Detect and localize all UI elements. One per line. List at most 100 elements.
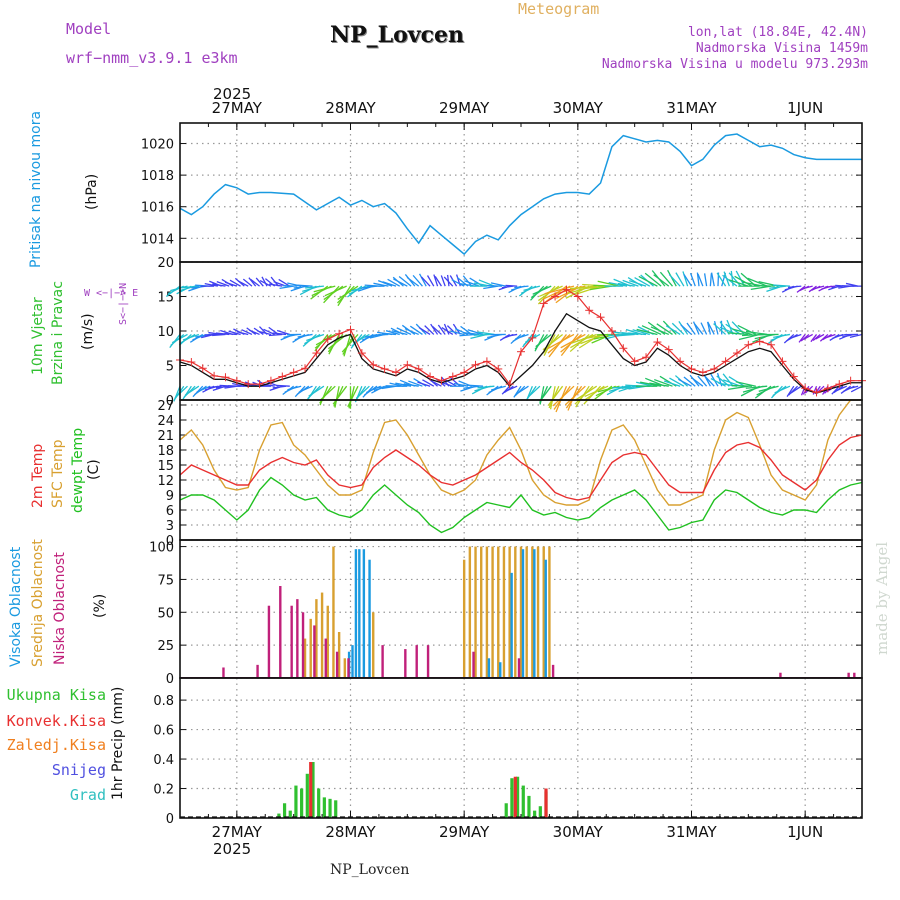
wind-barb [181,285,199,289]
y-tick-label: 12 [157,474,174,489]
wind-barb [680,324,692,335]
y-tick-label: 0 [166,394,174,409]
wind-barb [418,273,427,287]
wind-barb [754,284,775,287]
y-tick-label: 0.4 [153,753,174,768]
wind-barb [824,285,836,288]
wind-barb [639,381,662,387]
high-cloud-bar [487,658,491,678]
temp-dew-label: dewpt Temp [70,427,86,513]
wind-barb [434,276,442,287]
y-tick-label: 25 [157,639,174,654]
y-tick-label: 1014 [141,232,174,247]
wind-barb [237,280,249,287]
y-tick-label: 0.2 [153,783,174,798]
y-tick-label: 50 [157,606,174,621]
wind-barb [236,331,249,336]
high-cloud-bar [521,549,525,678]
wind-barb [682,271,689,287]
wind-compass-we: W <−|−> E [84,288,139,299]
y-tick-label: 1018 [141,169,174,184]
wind-barb [297,333,313,338]
wind-barb [825,333,836,339]
wind-barb [650,326,670,336]
total-precip-bar [288,810,292,818]
wind-barb [272,385,287,389]
y-tick-label: 6 [166,504,174,519]
total-precip-bar [328,798,332,818]
wind-barb [276,384,290,387]
wind-barb [814,285,825,290]
low-cloud-bar [256,664,259,678]
wind-barb [569,333,590,353]
total-precip-bar [300,788,304,818]
precip-snow-label: Snijeg [51,761,106,779]
wind-barb [727,385,749,391]
wind-barb [703,375,715,387]
y-tick-label: 9 [166,489,174,504]
wind-barb [675,272,685,287]
wind-barb [850,385,863,393]
wind-barb [462,275,473,287]
wind-barb [790,385,802,394]
wind-barb [319,385,336,402]
wind-barb [261,276,268,287]
wind-barb [426,275,435,287]
wind-barb [617,282,635,287]
wind-barb [659,271,674,287]
wind-barb [430,379,442,387]
wind-barb [583,385,605,402]
wind-barb [803,333,813,340]
wind-barb [418,326,431,335]
low-cloud-bar [415,645,418,678]
mid-cloud-bar [525,546,528,678]
day-label-top: 31MAY [666,99,717,117]
day-label-top: 27MAY [212,99,263,117]
y-tick-label: 75 [157,573,174,588]
mid-cloud-bar [337,632,341,678]
total-precip-bar [533,810,537,818]
mid-cloud-bar [474,546,477,678]
wind-barb [564,385,586,406]
day-label-top: 29MAY [439,99,490,117]
conv-precip-bar [309,762,313,818]
wind-barb [313,285,336,293]
wind-barb [182,333,200,341]
wind-barb [734,275,753,287]
total-precip-bar [282,803,287,818]
panel-frame-precipitation [179,677,863,819]
wind-barb [505,333,518,338]
wind-barb [347,385,359,408]
total-precip-bar [311,762,315,818]
wind-barb [272,332,287,336]
wind-barb [305,285,324,289]
low-cloud-bar [472,651,475,678]
low-cloud-bar [324,638,327,678]
wind-barb [653,274,670,287]
cloud-low-label: Niska Oblacnost [52,552,68,665]
wind-barb [532,285,552,295]
wind-barb [466,384,484,387]
wind-barb [578,285,605,291]
wind-barb [268,333,283,337]
pressure-label: Pritisak na nivou mora [28,110,44,268]
low-cloud-bar [426,645,430,678]
wind-barb [798,334,806,343]
wind-barb [440,275,446,287]
wind-barb [647,321,666,335]
wind-barb [649,382,669,387]
wind-barb [654,378,673,387]
wind-barb [433,274,439,287]
wind-barb [255,277,264,287]
high-cloud-bar [544,559,547,678]
wind-barb [629,280,647,287]
wind-barb [516,385,529,395]
wind-barb [628,332,647,336]
wind-barb [656,323,673,335]
wind-barb [617,333,635,337]
wind-barb [812,333,821,341]
day-label-top: 28MAY [325,99,376,117]
wind-barb [355,385,370,399]
wind-barb [735,381,756,387]
wind-barb [787,285,802,289]
